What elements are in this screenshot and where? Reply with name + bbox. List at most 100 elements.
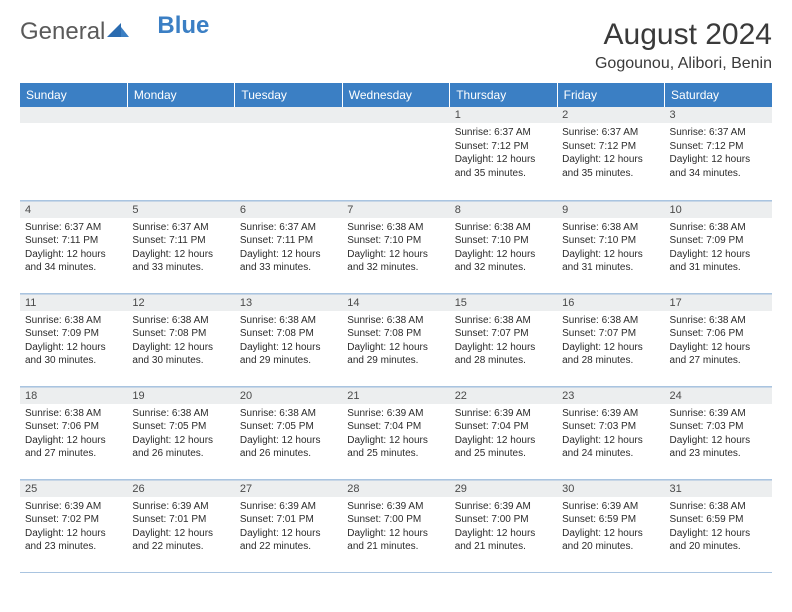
calendar-day-cell: 27Sunrise: 6:39 AMSunset: 7:01 PMDayligh… <box>235 479 342 572</box>
daylight-line: Daylight: 12 hours and 35 minutes. <box>562 153 659 180</box>
sunrise-line: Sunrise: 6:38 AM <box>25 407 122 421</box>
day-details: Sunrise: 6:37 AMSunset: 7:12 PMDaylight:… <box>450 123 557 183</box>
day-details: Sunrise: 6:37 AMSunset: 7:12 PMDaylight:… <box>665 123 772 183</box>
daylight-line: Daylight: 12 hours and 22 minutes. <box>240 527 337 554</box>
calendar-day-cell: 9Sunrise: 6:38 AMSunset: 7:10 PMDaylight… <box>557 200 664 293</box>
day-number: 30 <box>557 480 664 497</box>
day-details: Sunrise: 6:39 AMSunset: 7:02 PMDaylight:… <box>20 497 127 557</box>
day-details: Sunrise: 6:38 AMSunset: 7:06 PMDaylight:… <box>20 404 127 464</box>
month-title: August 2024 <box>595 18 772 51</box>
day-details: Sunrise: 6:39 AMSunset: 6:59 PMDaylight:… <box>557 497 664 557</box>
sunset-line: Sunset: 7:01 PM <box>132 513 229 527</box>
calendar-day-cell: 23Sunrise: 6:39 AMSunset: 7:03 PMDayligh… <box>557 386 664 479</box>
sunrise-line: Sunrise: 6:39 AM <box>132 500 229 514</box>
calendar-week-row: 25Sunrise: 6:39 AMSunset: 7:02 PMDayligh… <box>20 479 772 572</box>
day-number: 3 <box>665 107 772 123</box>
sunset-line: Sunset: 7:11 PM <box>132 234 229 248</box>
calendar-day-cell: 11Sunrise: 6:38 AMSunset: 7:09 PMDayligh… <box>20 293 127 386</box>
daylight-line: Daylight: 12 hours and 34 minutes. <box>25 248 122 275</box>
daylight-line: Daylight: 12 hours and 21 minutes. <box>455 527 552 554</box>
sunset-line: Sunset: 7:00 PM <box>455 513 552 527</box>
day-number: 22 <box>450 387 557 404</box>
daylight-line: Daylight: 12 hours and 32 minutes. <box>347 248 444 275</box>
sunrise-line: Sunrise: 6:39 AM <box>670 407 767 421</box>
day-number: 20 <box>235 387 342 404</box>
daylight-line: Daylight: 12 hours and 33 minutes. <box>132 248 229 275</box>
brand-logo: General Blue <box>20 18 181 46</box>
sunrise-line: Sunrise: 6:38 AM <box>347 221 444 235</box>
sunset-line: Sunset: 7:02 PM <box>25 513 122 527</box>
sunrise-line: Sunrise: 6:37 AM <box>240 221 337 235</box>
sunrise-line: Sunrise: 6:38 AM <box>670 221 767 235</box>
sunset-line: Sunset: 7:06 PM <box>670 327 767 341</box>
day-number: 19 <box>127 387 234 404</box>
sunset-line: Sunset: 7:07 PM <box>562 327 659 341</box>
day-details: Sunrise: 6:39 AMSunset: 7:00 PMDaylight:… <box>342 497 449 557</box>
day-details: Sunrise: 6:38 AMSunset: 7:07 PMDaylight:… <box>450 311 557 371</box>
daylight-line: Daylight: 12 hours and 29 minutes. <box>240 341 337 368</box>
sunset-line: Sunset: 7:12 PM <box>455 140 552 154</box>
daylight-line: Daylight: 12 hours and 34 minutes. <box>670 153 767 180</box>
calendar-day-cell: 7Sunrise: 6:38 AMSunset: 7:10 PMDaylight… <box>342 200 449 293</box>
calendar-day-cell: 22Sunrise: 6:39 AMSunset: 7:04 PMDayligh… <box>450 386 557 479</box>
sunset-line: Sunset: 7:04 PM <box>347 420 444 434</box>
sunrise-line: Sunrise: 6:38 AM <box>132 407 229 421</box>
calendar-day-cell <box>235 107 342 200</box>
calendar-table: SundayMondayTuesdayWednesdayThursdayFrid… <box>20 83 772 573</box>
sunset-line: Sunset: 7:12 PM <box>670 140 767 154</box>
day-details <box>127 123 234 129</box>
sunrise-line: Sunrise: 6:39 AM <box>455 407 552 421</box>
daylight-line: Daylight: 12 hours and 31 minutes. <box>562 248 659 275</box>
sunset-line: Sunset: 7:01 PM <box>240 513 337 527</box>
daylight-line: Daylight: 12 hours and 22 minutes. <box>132 527 229 554</box>
day-details: Sunrise: 6:38 AMSunset: 7:05 PMDaylight:… <box>127 404 234 464</box>
sunrise-line: Sunrise: 6:38 AM <box>132 314 229 328</box>
sunset-line: Sunset: 7:00 PM <box>347 513 444 527</box>
calendar-day-cell: 25Sunrise: 6:39 AMSunset: 7:02 PMDayligh… <box>20 479 127 572</box>
sunset-line: Sunset: 7:04 PM <box>455 420 552 434</box>
sunset-line: Sunset: 7:08 PM <box>347 327 444 341</box>
sunset-line: Sunset: 7:06 PM <box>25 420 122 434</box>
daylight-line: Daylight: 12 hours and 31 minutes. <box>670 248 767 275</box>
calendar-day-cell <box>20 107 127 200</box>
calendar-day-cell <box>342 107 449 200</box>
day-number: 11 <box>20 294 127 311</box>
calendar-day-cell: 10Sunrise: 6:38 AMSunset: 7:09 PMDayligh… <box>665 200 772 293</box>
calendar-day-cell: 3Sunrise: 6:37 AMSunset: 7:12 PMDaylight… <box>665 107 772 200</box>
day-details: Sunrise: 6:37 AMSunset: 7:11 PMDaylight:… <box>127 218 234 278</box>
day-number: 23 <box>557 387 664 404</box>
brand-part2: Blue <box>157 12 209 40</box>
day-number <box>235 107 342 123</box>
daylight-line: Daylight: 12 hours and 26 minutes. <box>240 434 337 461</box>
logo-icon <box>107 16 129 44</box>
sunrise-line: Sunrise: 6:39 AM <box>25 500 122 514</box>
day-number <box>20 107 127 123</box>
location-text: Gogounou, Alibori, Benin <box>595 55 772 73</box>
sunset-line: Sunset: 7:05 PM <box>240 420 337 434</box>
day-details: Sunrise: 6:39 AMSunset: 7:03 PMDaylight:… <box>557 404 664 464</box>
daylight-line: Daylight: 12 hours and 35 minutes. <box>455 153 552 180</box>
day-details: Sunrise: 6:38 AMSunset: 6:59 PMDaylight:… <box>665 497 772 557</box>
sunrise-line: Sunrise: 6:38 AM <box>562 314 659 328</box>
brand-part1: General <box>20 18 105 46</box>
sunrise-line: Sunrise: 6:38 AM <box>240 407 337 421</box>
sunset-line: Sunset: 7:07 PM <box>455 327 552 341</box>
calendar-day-cell: 26Sunrise: 6:39 AMSunset: 7:01 PMDayligh… <box>127 479 234 572</box>
sunrise-line: Sunrise: 6:37 AM <box>25 221 122 235</box>
sunset-line: Sunset: 7:08 PM <box>240 327 337 341</box>
day-details: Sunrise: 6:38 AMSunset: 7:08 PMDaylight:… <box>127 311 234 371</box>
day-number: 7 <box>342 201 449 218</box>
sunrise-line: Sunrise: 6:37 AM <box>670 126 767 140</box>
day-number: 25 <box>20 480 127 497</box>
day-number: 9 <box>557 201 664 218</box>
day-details: Sunrise: 6:38 AMSunset: 7:10 PMDaylight:… <box>450 218 557 278</box>
sunrise-line: Sunrise: 6:39 AM <box>347 407 444 421</box>
calendar-day-cell: 19Sunrise: 6:38 AMSunset: 7:05 PMDayligh… <box>127 386 234 479</box>
day-number: 1 <box>450 107 557 123</box>
daylight-line: Daylight: 12 hours and 29 minutes. <box>347 341 444 368</box>
calendar-day-cell: 21Sunrise: 6:39 AMSunset: 7:04 PMDayligh… <box>342 386 449 479</box>
day-details: Sunrise: 6:38 AMSunset: 7:09 PMDaylight:… <box>20 311 127 371</box>
day-details: Sunrise: 6:37 AMSunset: 7:12 PMDaylight:… <box>557 123 664 183</box>
day-details: Sunrise: 6:38 AMSunset: 7:06 PMDaylight:… <box>665 311 772 371</box>
daylight-line: Daylight: 12 hours and 32 minutes. <box>455 248 552 275</box>
